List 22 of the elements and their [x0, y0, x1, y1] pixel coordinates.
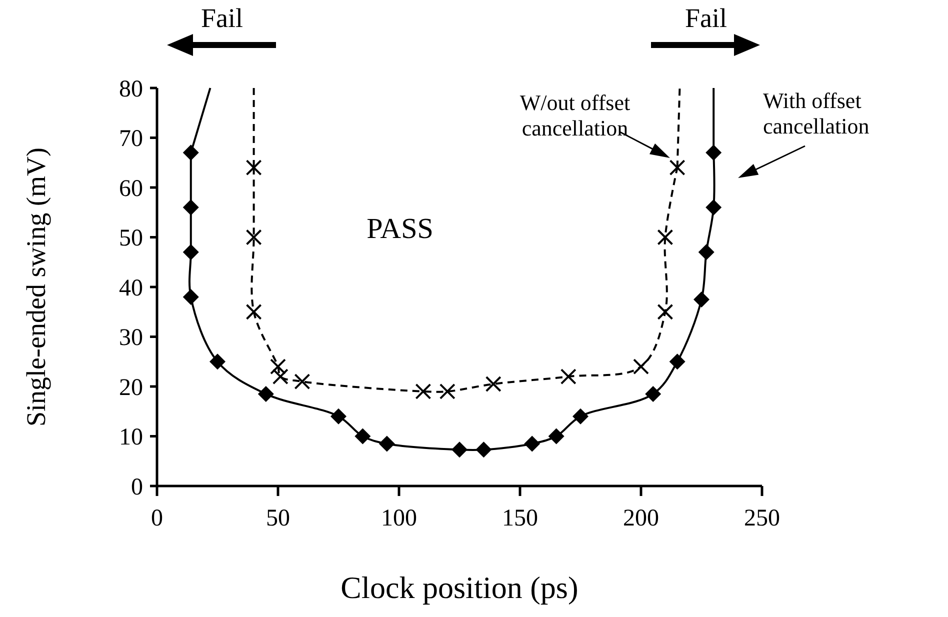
- series-label: With offset cancellation: [763, 88, 870, 138]
- x-tick-label: 250: [744, 505, 780, 532]
- y-axis-title: Single-ended swing (mV): [21, 148, 51, 426]
- text: Fail: [200, 3, 244, 33]
- y-tick-label: 30: [119, 325, 143, 352]
- x-tick-label: 150: [502, 505, 538, 532]
- x-tick-label: 200: [623, 505, 659, 532]
- y-tick-label: 10: [119, 424, 143, 451]
- x-tick-label: 100: [381, 505, 417, 532]
- text: W/out offset cancellation: [520, 90, 630, 140]
- annotation: PASS: [366, 213, 434, 246]
- y-tick-label: 20: [119, 374, 143, 401]
- y-tick-label: 60: [119, 176, 143, 202]
- y-tick-label: 40: [119, 275, 143, 302]
- y-tick-label: 0: [131, 474, 143, 500]
- text: Fail: [684, 3, 728, 33]
- x-axis-title: Clock position (ps): [340, 570, 578, 605]
- y-tick-label: 80: [119, 76, 143, 102]
- x-tick-label: 50: [266, 505, 290, 532]
- x-tick-label: 0: [151, 505, 163, 532]
- y-tick-label: 70: [119, 126, 143, 152]
- y-tick-label: 50: [119, 226, 143, 252]
